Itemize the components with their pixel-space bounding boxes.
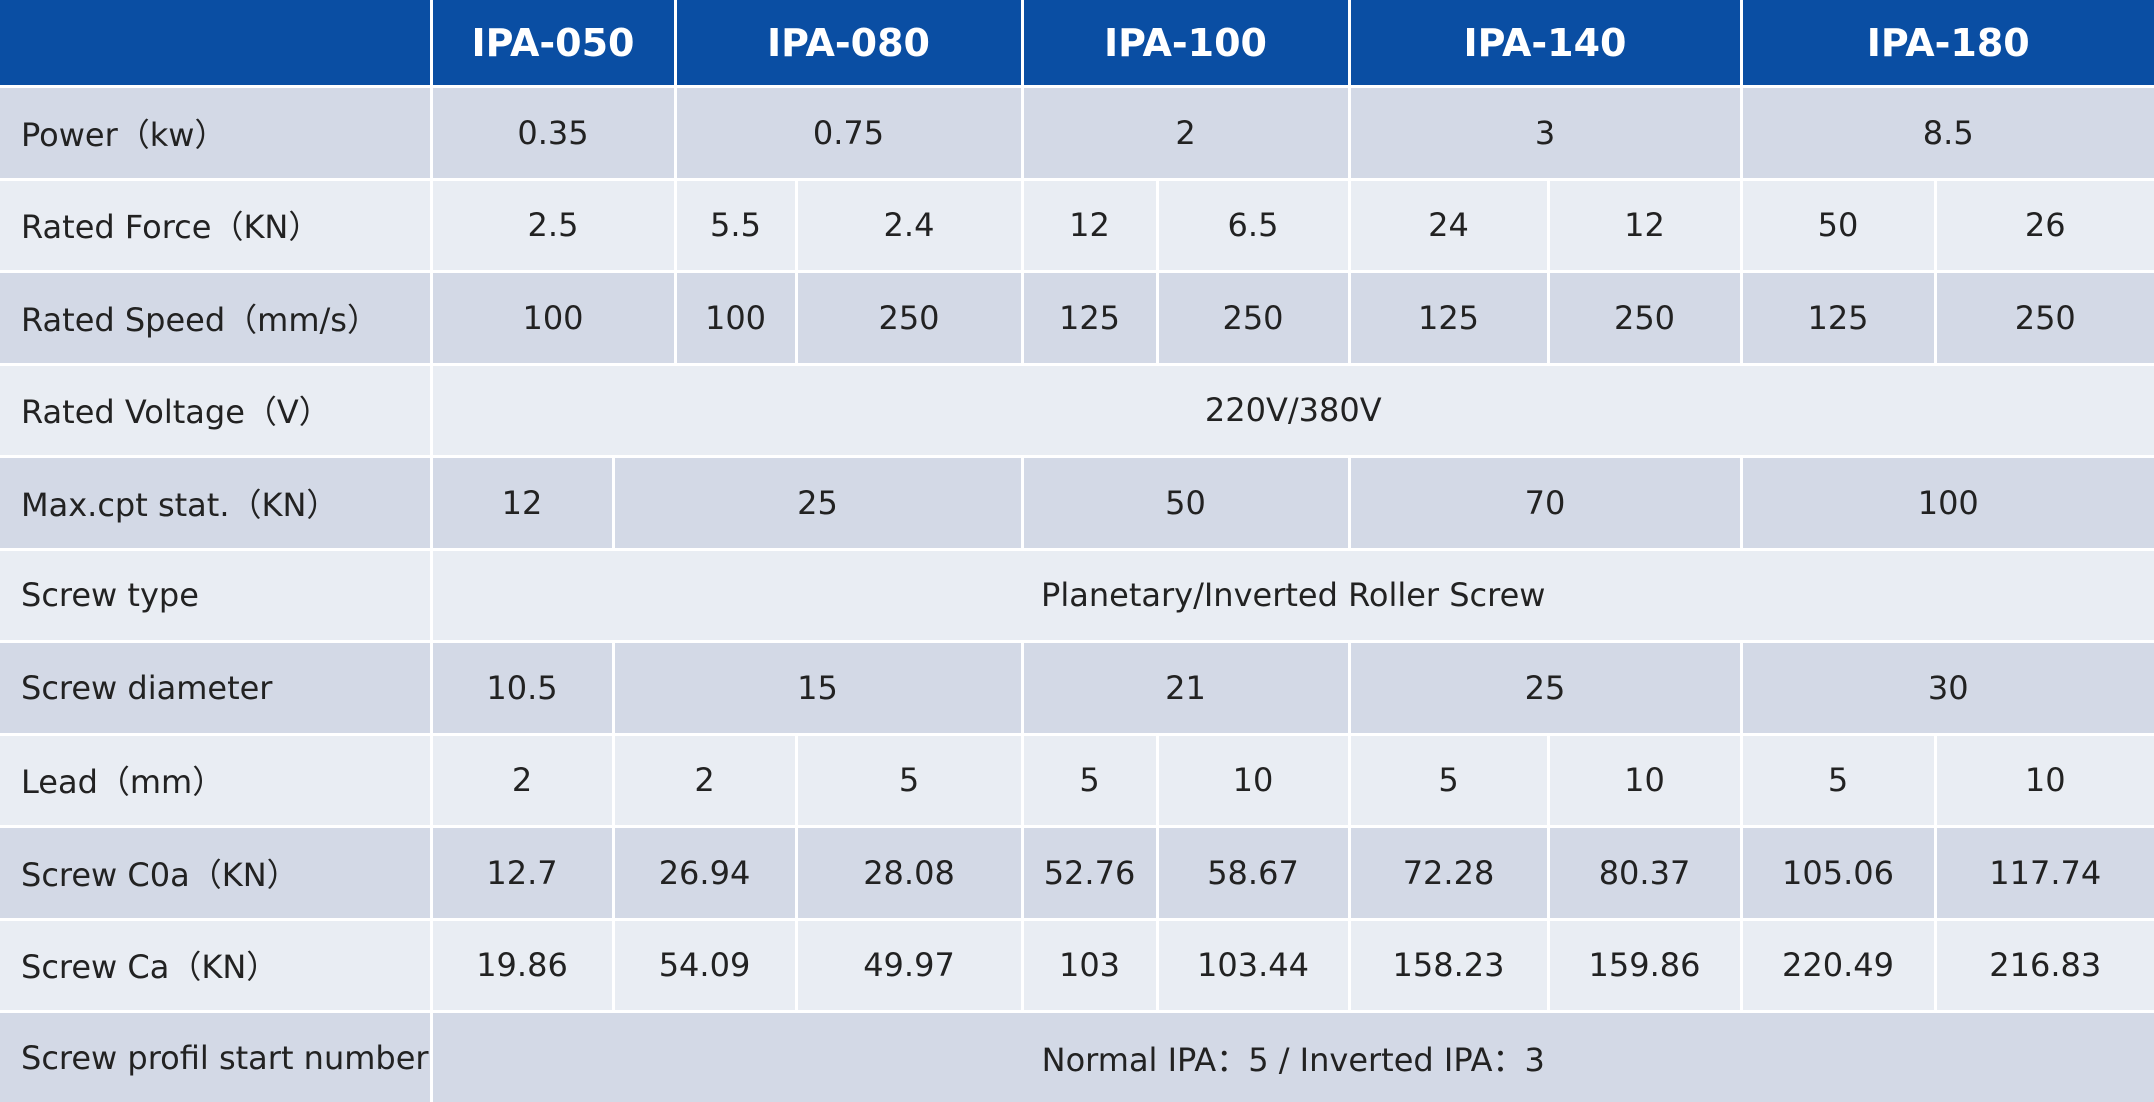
table-cell: 250 — [797, 273, 1021, 363]
table-cell: 250 — [1936, 273, 2154, 363]
table-cell: 158.23 — [1350, 920, 1547, 1010]
table-cell: 2 — [432, 735, 612, 825]
header-model: IPA-050 — [432, 0, 674, 85]
table-cell: 100 — [1742, 458, 2154, 548]
table-cell: 50 — [1023, 458, 1348, 548]
table-cell: 100 — [432, 273, 674, 363]
table-cell: 103.44 — [1158, 920, 1348, 1010]
table-cell: 70 — [1350, 458, 1740, 548]
row-label: Screw diameter — [0, 643, 430, 733]
table-cell: 216.83 — [1936, 920, 2154, 1010]
table-cell: 10 — [1158, 735, 1348, 825]
header-model: IPA-180 — [1742, 0, 2154, 85]
table-cell: 25 — [1350, 643, 1740, 733]
table-cell: 50 — [1742, 180, 1934, 270]
table-cell: 2 — [1023, 88, 1348, 178]
table-cell: 58.67 — [1158, 828, 1348, 918]
row-label: Rated Voltage（V） — [0, 365, 430, 455]
table-cell: Planetary/Inverted Roller Screw — [432, 550, 2154, 640]
table-cell: 2.4 — [797, 180, 1021, 270]
header-corner — [0, 0, 430, 85]
table-cell: 103 — [1023, 920, 1156, 1010]
table-cell: 8.5 — [1742, 88, 2154, 178]
table-cell: 125 — [1742, 273, 1934, 363]
table-cell: 2.5 — [432, 180, 674, 270]
table-cell: 5 — [797, 735, 1021, 825]
table-cell: 5 — [1023, 735, 1156, 825]
table-cell: 117.74 — [1936, 828, 2154, 918]
table-cell: 28.08 — [797, 828, 1021, 918]
table-cell: 12 — [1549, 180, 1740, 270]
row-label: Power（kw） — [0, 88, 430, 178]
table-cell: 12.7 — [432, 828, 612, 918]
table-cell: 26.94 — [614, 828, 795, 918]
table-cell: 220.49 — [1742, 920, 1934, 1010]
row-label: Lead（mm） — [0, 735, 430, 825]
table-cell: 24 — [1350, 180, 1547, 270]
table-cell: 2 — [614, 735, 795, 825]
row-label: Screw C0a（KN） — [0, 828, 430, 918]
table-cell: 125 — [1350, 273, 1547, 363]
table-cell: Normal IPA：5 / Inverted IPA：3 — [432, 1013, 2154, 1102]
table-cell: 72.28 — [1350, 828, 1547, 918]
table-cell: 30 — [1742, 643, 2154, 733]
table-cell: 0.35 — [432, 88, 674, 178]
table-cell: 12 — [432, 458, 612, 548]
table-cell: 49.97 — [797, 920, 1021, 1010]
table-cell: 80.37 — [1549, 828, 1740, 918]
header-model: IPA-100 — [1023, 0, 1348, 85]
table-cell: 159.86 — [1549, 920, 1740, 1010]
table-cell: 52.76 — [1023, 828, 1156, 918]
table-cell: 19.86 — [432, 920, 612, 1010]
row-label: Screw Ca（KN） — [0, 920, 430, 1010]
row-label: Max.cpt stat.（KN） — [0, 458, 430, 548]
row-label: Rated Force（KN） — [0, 180, 430, 270]
table-cell: 6.5 — [1158, 180, 1348, 270]
header-model: IPA-140 — [1350, 0, 1740, 85]
table-cell: 10.5 — [432, 643, 612, 733]
table-cell: 21 — [1023, 643, 1348, 733]
row-label: Rated Speed（mm/s） — [0, 273, 430, 363]
table-cell: 100 — [676, 273, 795, 363]
table-cell: 26 — [1936, 180, 2154, 270]
table-cell: 5.5 — [676, 180, 795, 270]
table-cell: 220V/380V — [432, 365, 2154, 455]
table-cell: 10 — [1936, 735, 2154, 825]
table-cell: 10 — [1549, 735, 1740, 825]
table-cell: 250 — [1549, 273, 1740, 363]
row-label: Screw profil start number — [0, 1013, 430, 1102]
header-model: IPA-080 — [676, 0, 1021, 85]
table-cell: 0.75 — [676, 88, 1021, 178]
table-cell: 250 — [1158, 273, 1348, 363]
table-cell: 125 — [1023, 273, 1156, 363]
table-cell: 3 — [1350, 88, 1740, 178]
table-cell: 12 — [1023, 180, 1156, 270]
table-cell: 5 — [1742, 735, 1934, 825]
table-cell: 54.09 — [614, 920, 795, 1010]
table-cell: 25 — [614, 458, 1021, 548]
row-label: Screw type — [0, 550, 430, 640]
table-cell: 5 — [1350, 735, 1547, 825]
table-cell: 15 — [614, 643, 1021, 733]
table-cell: 105.06 — [1742, 828, 1934, 918]
